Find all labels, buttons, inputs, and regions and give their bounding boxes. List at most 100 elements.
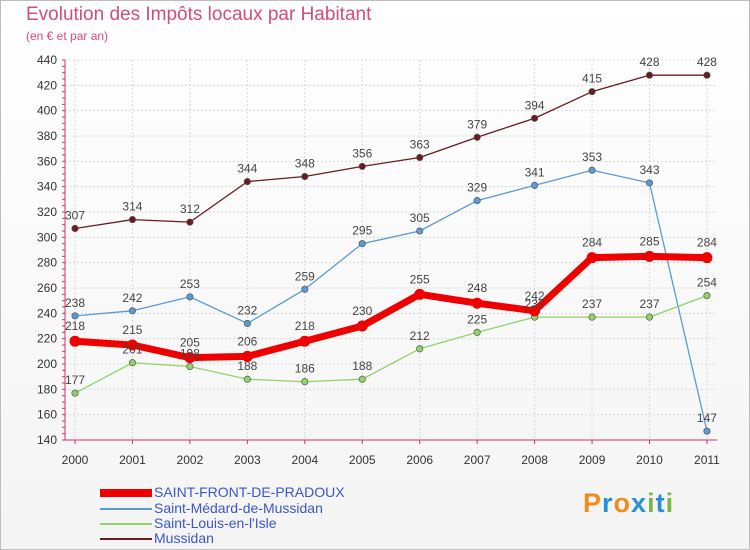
x-tick-label: 2011 <box>694 453 720 467</box>
point-saint-front-de-pradoux <box>701 252 713 264</box>
point-saint-front-de-pradoux <box>184 352 196 364</box>
logo-letter: o <box>613 488 632 518</box>
data-label-mussidan: 314 <box>122 200 142 214</box>
data-label-mussidan: 428 <box>639 55 659 69</box>
data-label-saint-front-de-pradoux: 284 <box>697 236 717 250</box>
chart-title: Evolution des Impôts locaux par Habitant <box>26 4 372 25</box>
point-saint-louis-en-l-isle <box>358 375 366 383</box>
logo-letter: x <box>631 488 648 518</box>
point-saint-front-de-pradoux <box>644 250 655 262</box>
point-saint-front-de-pradoux <box>414 288 426 300</box>
legend-item: Saint-Médard-de-Mussidan <box>100 501 323 516</box>
x-tick-label: 2002 <box>177 453 204 467</box>
point-saint-front-de-pradoux <box>529 305 541 317</box>
point-mussidan <box>531 114 539 122</box>
data-label-saint-front-de-pradoux: 218 <box>295 319 315 333</box>
data-label-saint-m-dard-de-mussidan: 341 <box>525 165 545 179</box>
legend-swatch <box>100 488 152 497</box>
point-mussidan <box>71 224 79 233</box>
y-tick-label: 400 <box>37 104 57 118</box>
point-saint-louis-en-l-isle <box>301 378 309 386</box>
data-label-saint-front-de-pradoux: 248 <box>467 281 487 295</box>
series-line-saint-front-de-pradoux <box>71 252 711 362</box>
x-tick-label: 2004 <box>291 453 318 467</box>
point-saint-m-dard-de-mussidan <box>243 319 251 328</box>
point-saint-m-dard-de-mussidan <box>358 240 366 248</box>
point-saint-louis-en-l-isle <box>128 359 137 367</box>
data-label-mussidan: 379 <box>467 117 487 131</box>
point-saint-m-dard-de-mussidan <box>128 307 137 315</box>
data-label-saint-louis-en-l-isle: 177 <box>65 373 85 387</box>
point-mussidan <box>128 216 137 224</box>
point-saint-m-dard-de-mussidan <box>301 285 309 293</box>
legend-swatch <box>100 507 152 510</box>
data-label-saint-m-dard-de-mussidan: 147 <box>697 411 717 425</box>
data-label-saint-louis-en-l-isle: 188 <box>237 359 257 373</box>
data-label-saint-m-dard-de-mussidan: 253 <box>180 277 200 291</box>
point-mussidan <box>186 218 194 226</box>
x-tick-label: 2001 <box>119 453 146 467</box>
data-label-saint-louis-en-l-isle: 237 <box>582 297 602 311</box>
point-mussidan <box>358 162 366 170</box>
y-tick-label: 240 <box>37 306 57 320</box>
data-label-saint-front-de-pradoux: 206 <box>237 334 257 348</box>
point-saint-m-dard-de-mussidan <box>473 197 481 205</box>
point-saint-front-de-pradoux <box>299 335 311 347</box>
logo-letter: i <box>665 488 675 518</box>
point-saint-m-dard-de-mussidan <box>71 312 79 320</box>
data-label-mussidan: 344 <box>237 162 257 176</box>
data-label-mussidan: 363 <box>410 138 430 152</box>
legend-item: Saint-Louis-en-l'Isle <box>100 516 277 531</box>
data-label-saint-m-dard-de-mussidan: 295 <box>352 224 372 238</box>
data-label-saint-m-dard-de-mussidan: 259 <box>295 269 315 283</box>
point-saint-front-de-pradoux <box>69 335 81 347</box>
point-saint-front-de-pradoux <box>356 320 368 332</box>
point-mussidan <box>473 133 481 141</box>
data-labels: 307 314 312 344 348 356 363 379 394 415 428 428 238 2… <box>65 55 717 425</box>
data-label-mussidan: 348 <box>295 157 315 171</box>
data-label-mussidan: 428 <box>697 55 717 69</box>
point-mussidan <box>243 178 251 186</box>
x-tick-label: 2005 <box>349 453 376 467</box>
y-tick-label: 200 <box>37 357 57 371</box>
legend-label: Saint-Louis-en-l'Isle <box>154 515 277 531</box>
point-saint-m-dard-de-mussidan <box>186 293 194 301</box>
point-mussidan <box>301 172 309 181</box>
point-saint-m-dard-de-mussidan <box>588 166 596 174</box>
point-saint-m-dard-de-mussidan <box>645 179 654 187</box>
series-line-saint-louis-en-l-isle <box>74 294 708 394</box>
y-tick-label: 360 <box>37 154 57 168</box>
point-mussidan <box>416 153 424 162</box>
y-tick-label: 380 <box>37 129 57 143</box>
y-tick-label: 420 <box>37 78 57 92</box>
data-label-saint-louis-en-l-isle: 198 <box>180 347 200 361</box>
data-label-saint-louis-en-l-isle: 201 <box>122 343 142 357</box>
data-label-saint-louis-en-l-isle: 237 <box>639 297 659 311</box>
point-saint-louis-en-l-isle <box>416 345 424 353</box>
point-saint-front-de-pradoux <box>126 339 138 351</box>
series-line-saint-m-dard-de-mussidan <box>74 169 708 432</box>
y-tick-label: 340 <box>37 180 57 194</box>
logo-letter: t <box>655 488 666 518</box>
y-tick-label: 140 <box>37 433 57 447</box>
point-saint-m-dard-de-mussidan <box>531 181 539 189</box>
proxiti-logo: Proxiti <box>583 488 674 519</box>
y-tick-label: 260 <box>37 281 57 295</box>
point-saint-front-de-pradoux <box>471 297 483 309</box>
data-label-mussidan: 312 <box>180 202 200 216</box>
point-mussidan <box>703 71 711 79</box>
data-label-saint-front-de-pradoux: 205 <box>180 336 200 350</box>
point-saint-louis-en-l-isle <box>71 389 79 397</box>
data-label-saint-m-dard-de-mussidan: 238 <box>65 296 85 310</box>
chart-subtitle: (en € et par an) <box>26 29 109 43</box>
data-label-saint-front-de-pradoux: 242 <box>525 289 545 303</box>
legend-label: Mussidan <box>154 530 214 546</box>
point-saint-m-dard-de-mussidan <box>416 227 424 235</box>
series-line-mussidan <box>74 74 708 230</box>
data-label-saint-front-de-pradoux: 285 <box>639 234 659 248</box>
point-saint-m-dard-de-mussidan <box>703 427 711 435</box>
point-mussidan <box>645 71 654 79</box>
data-label-saint-front-de-pradoux: 284 <box>582 236 602 250</box>
x-tick-label: 2000 <box>62 453 89 467</box>
